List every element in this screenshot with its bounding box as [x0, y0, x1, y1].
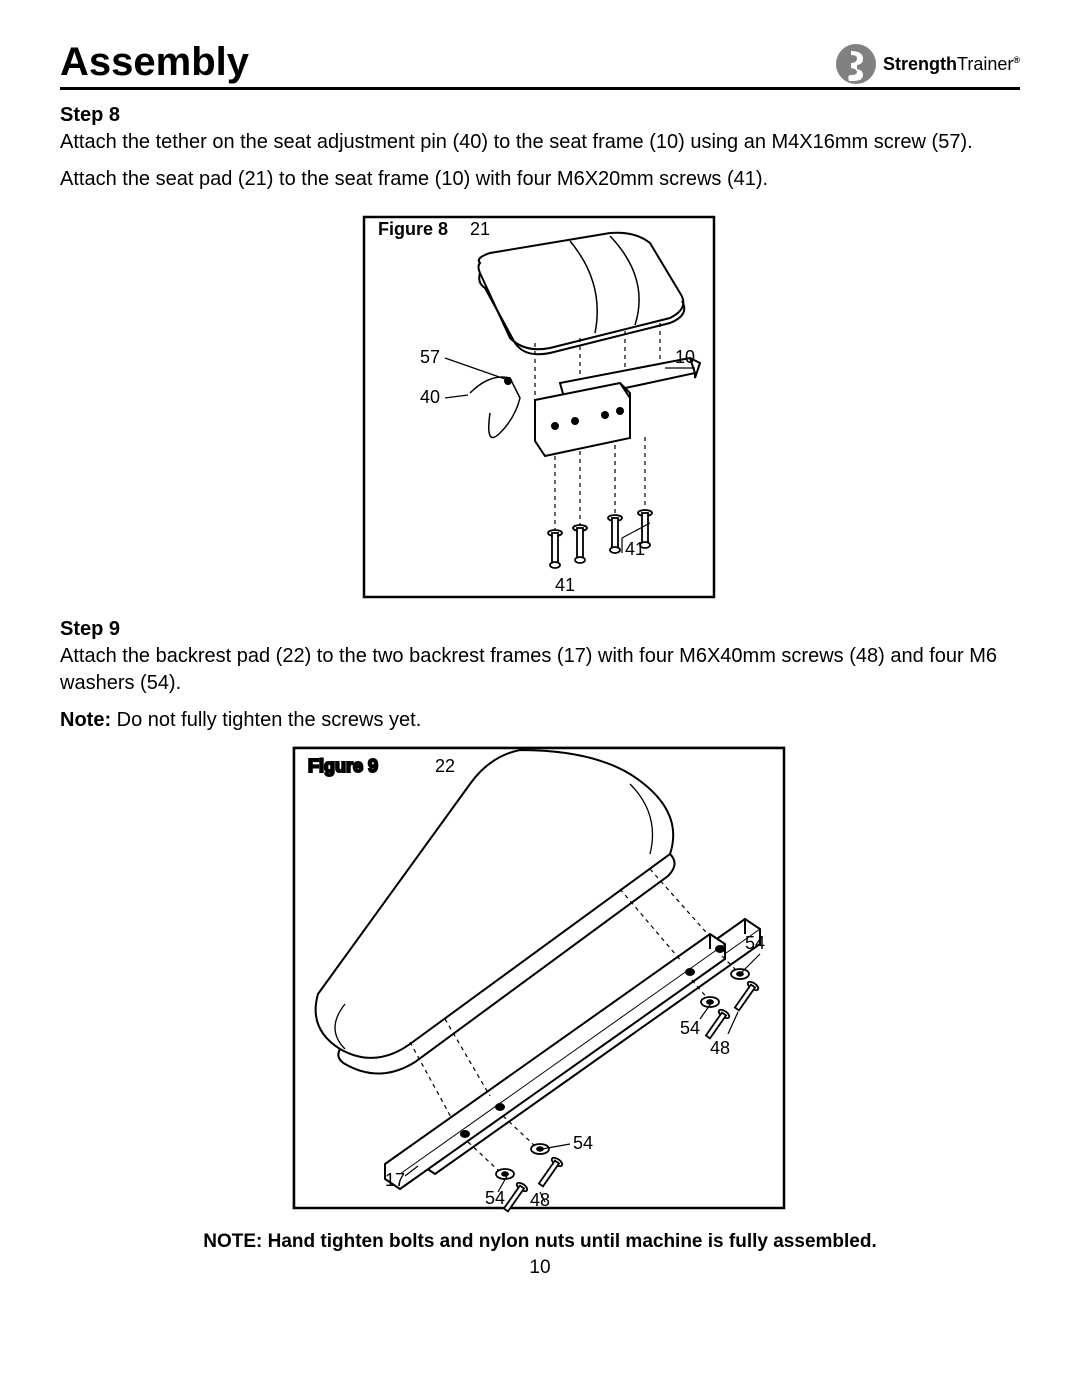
backrest-pad2: Figure 9: [293, 747, 787, 1211]
step9-text1: Attach the backrest pad (22) to the two …: [60, 643, 1020, 697]
callout-57: 57: [420, 347, 440, 367]
brand-strength: Strength: [883, 54, 957, 74]
figure8-label: Figure 8: [378, 219, 448, 239]
figure-8: Figure 8 21: [60, 203, 1020, 608]
seat-pad-drawing: [479, 233, 685, 355]
callout-41b: 41: [555, 575, 575, 595]
callout-17: 17: [385, 1170, 405, 1190]
step8-text1: Attach the tether on the seat adjustment…: [60, 129, 1020, 156]
brand-trainer: Trainer: [957, 54, 1013, 74]
brand-logo: StrengthTrainer®: [835, 43, 1020, 85]
step9-note-label: Note:: [60, 709, 111, 731]
footer-note: NOTE: Hand tighten bolts and nylon nuts …: [60, 1231, 1020, 1253]
callout-21: 21: [470, 219, 490, 239]
callout-10: 10: [675, 347, 695, 367]
step8-text2: Attach the seat pad (21) to the seat fra…: [60, 166, 1020, 193]
callout-54a: 54: [745, 933, 765, 953]
page-title: Assembly: [60, 40, 249, 85]
callout-54d: 54: [485, 1188, 505, 1208]
header: Assembly StrengthTrainer®: [60, 40, 1020, 90]
callout-41a: 41: [625, 539, 645, 559]
callout-54b: 54: [680, 1018, 700, 1038]
seat-frame-drawing: [470, 358, 700, 456]
brand-icon: [835, 43, 877, 85]
figure-9: Figure 9 22 Figure 9 22: [60, 744, 1020, 1219]
svg-text:22: 22: [435, 756, 455, 776]
callout-48b: 48: [530, 1190, 550, 1210]
step8-heading: Step 8: [60, 104, 1020, 127]
callout-48a: 48: [710, 1038, 730, 1058]
brand-text: StrengthTrainer®: [883, 54, 1020, 75]
callout-54c: 54: [573, 1133, 593, 1153]
step9-heading: Step 9: [60, 618, 1020, 641]
svg-text:Figure 9: Figure 9: [308, 756, 378, 776]
page-number: 10: [60, 1257, 1020, 1279]
step9-note: Note: Do not fully tighten the screws ye…: [60, 707, 1020, 734]
callout-40: 40: [420, 387, 440, 407]
step9-note-body: Do not fully tighten the screws yet.: [111, 709, 421, 731]
